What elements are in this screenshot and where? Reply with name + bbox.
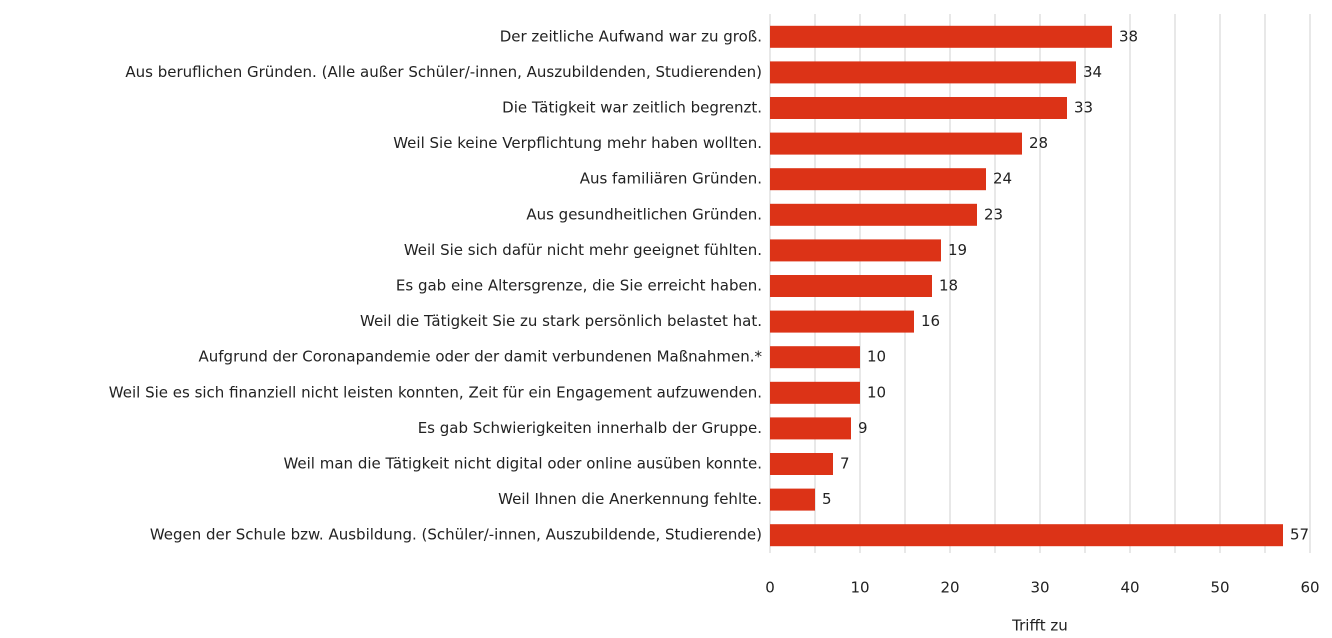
- y-tick-label: Aus familiären Gründen.: [580, 170, 762, 188]
- bar: [770, 453, 833, 475]
- y-tick-label: Weil Sie es sich finanziell nicht leiste…: [109, 383, 762, 401]
- value-label: 10: [867, 348, 886, 366]
- bar: [770, 381, 860, 404]
- bar: [770, 310, 914, 333]
- x-tick-label: 40: [1120, 579, 1139, 597]
- bar: [770, 61, 1076, 84]
- y-tick-label: Aus beruflichen Gründen. (Alle außer Sch…: [125, 63, 762, 81]
- bar: [770, 346, 860, 369]
- value-label: 7: [840, 455, 850, 473]
- y-tick-label: Der zeitliche Aufwand war zu groß.: [500, 27, 762, 45]
- x-tick-label: 0: [765, 579, 775, 597]
- value-label: 38: [1119, 27, 1138, 45]
- y-tick-label: Weil Sie sich dafür nicht mehr geeignet …: [404, 241, 762, 259]
- bar: [770, 203, 977, 226]
- x-tick-label: 20: [940, 579, 959, 597]
- x-tick-label: 60: [1300, 579, 1319, 597]
- value-label: 5: [822, 490, 832, 508]
- bar: [770, 488, 815, 511]
- value-label: 57: [1290, 526, 1309, 544]
- value-label: 16: [921, 312, 940, 330]
- x-tick-label: 30: [1030, 579, 1049, 597]
- bar: [770, 524, 1283, 547]
- x-tick-label: 50: [1210, 579, 1229, 597]
- y-tick-label: Weil Sie keine Verpflichtung mehr haben …: [393, 134, 762, 152]
- bar: [770, 132, 1022, 155]
- y-tick-label: Aus gesundheitlichen Gründen.: [526, 205, 762, 223]
- y-tick-label: Es gab eine Altersgrenze, die Sie erreic…: [396, 277, 762, 295]
- bar: [770, 275, 932, 297]
- y-tick-label: Weil die Tätigkeit Sie zu stark persönli…: [360, 312, 762, 330]
- bar: [770, 97, 1067, 119]
- y-tick-label: Die Tätigkeit war zeitlich begrenzt.: [502, 99, 762, 117]
- value-label: 33: [1074, 99, 1093, 117]
- x-tick-label: 10: [850, 579, 869, 597]
- y-tick-label: Weil man die Tätigkeit nicht digital ode…: [283, 455, 762, 473]
- value-label: 34: [1083, 63, 1102, 81]
- x-axis-title: Trifft zu: [1011, 617, 1068, 635]
- value-label: 9: [858, 419, 868, 437]
- y-tick-label: Weil Ihnen die Anerkennung fehlte.: [498, 490, 762, 508]
- value-label: 24: [993, 170, 1012, 188]
- value-label: 18: [939, 277, 958, 295]
- value-label: 28: [1029, 134, 1048, 152]
- bar: [770, 239, 941, 262]
- y-tick-label: Es gab Schwierigkeiten innerhalb der Gru…: [418, 419, 762, 437]
- value-label: 10: [867, 383, 886, 401]
- bar: [770, 417, 851, 440]
- bar: [770, 168, 986, 191]
- value-label: 23: [984, 205, 1003, 223]
- bar: [770, 25, 1112, 48]
- y-tick-label: Aufgrund der Coronapandemie oder der dam…: [199, 348, 763, 366]
- y-tick-label: Wegen der Schule bzw. Ausbildung. (Schül…: [150, 526, 762, 544]
- value-label: 19: [948, 241, 967, 259]
